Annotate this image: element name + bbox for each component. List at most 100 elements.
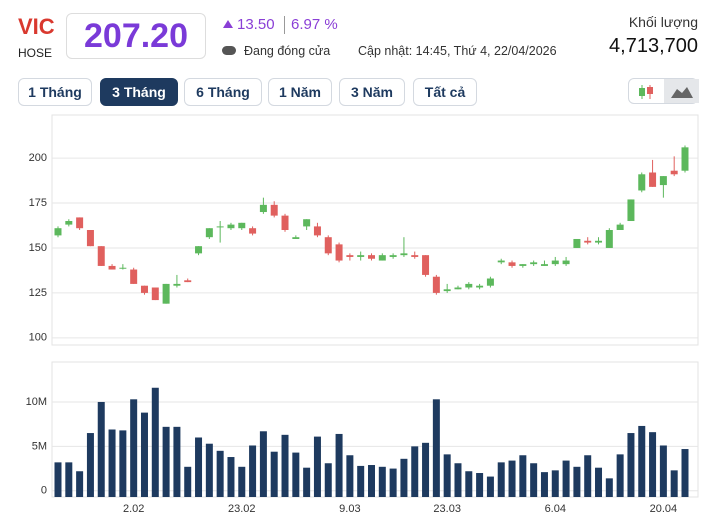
price: 207.20 — [66, 13, 206, 59]
candle-body — [454, 287, 462, 290]
volume-bar — [130, 399, 138, 497]
volume-bar — [238, 466, 246, 497]
volume-label: Khối lượng — [628, 14, 698, 30]
range-button[interactable]: 3 Tháng — [100, 78, 178, 106]
candle-body — [486, 278, 494, 286]
volume-bar — [530, 463, 538, 497]
volume-bar — [108, 429, 116, 497]
candle-body — [346, 255, 354, 257]
volume-bar — [173, 426, 181, 497]
volume-bar — [227, 457, 235, 497]
status: Đang đóng cửa — [244, 44, 331, 58]
symbol: VIC — [18, 14, 55, 39]
candle-body — [184, 280, 192, 283]
candle-body — [335, 244, 343, 261]
volume-bar — [432, 399, 440, 497]
separator — [284, 16, 285, 34]
candle-body — [238, 222, 246, 229]
volume-bar — [270, 451, 278, 497]
candle-body — [368, 255, 375, 259]
volume-bar — [497, 462, 505, 497]
volume-bar — [195, 437, 203, 497]
candle-body — [259, 204, 267, 213]
volume-bar — [292, 452, 300, 497]
candle-body — [443, 289, 451, 292]
chart-type-icons — [639, 79, 699, 103]
candle-body — [65, 221, 73, 225]
volume-bar — [562, 460, 570, 497]
candle-body — [400, 253, 408, 256]
candle-body — [562, 260, 570, 265]
y-tick-label: 125 — [29, 287, 47, 299]
candle-body — [605, 230, 613, 248]
x-tick-label: 2.02 — [123, 503, 144, 515]
volume-bar — [357, 465, 365, 497]
range-button[interactable]: 1 Tháng — [18, 78, 92, 106]
candle-body — [140, 285, 148, 293]
candle-body — [670, 170, 678, 175]
candle-body — [173, 283, 181, 286]
candle-body — [476, 285, 484, 288]
volume-bar — [389, 468, 397, 497]
volume-bar — [378, 466, 386, 497]
y-tick-label: 150 — [29, 242, 47, 254]
volume-bar — [86, 433, 94, 497]
volume-bar — [313, 436, 321, 497]
volume-bar — [249, 445, 257, 497]
volume: 4,713,700 — [609, 35, 698, 57]
x-tick-label: 9.03 — [339, 503, 360, 515]
volume-bar — [540, 472, 548, 497]
candle-body — [627, 199, 635, 222]
volume-bar — [605, 478, 613, 497]
volume-bar — [216, 450, 224, 497]
candle-body — [195, 246, 203, 254]
volume-bar — [76, 471, 84, 497]
candle-body — [508, 262, 516, 266]
volume-bar — [681, 449, 689, 497]
candle-body — [97, 246, 105, 266]
candle-body — [324, 237, 332, 254]
volume-bar — [119, 430, 127, 497]
chart-type-toggle[interactable] — [628, 78, 699, 104]
candle-body — [638, 174, 646, 191]
y-tick-label: 10M — [26, 396, 47, 408]
volume-bar — [638, 425, 646, 497]
candle-body — [584, 240, 592, 243]
volume-bar — [205, 443, 213, 497]
x-tick-label: 23.03 — [433, 503, 461, 515]
volume-bar — [54, 462, 62, 497]
candle-body — [227, 224, 235, 229]
volume-bar — [368, 465, 375, 497]
volume-bar — [140, 412, 148, 497]
candle-body — [130, 269, 138, 284]
candle-body — [216, 226, 224, 228]
range-button[interactable]: 1 Năm — [268, 78, 332, 106]
range-button[interactable]: Tất cả — [413, 78, 477, 106]
x-tick-label: 20.04 — [650, 503, 678, 515]
candle-body — [292, 237, 300, 239]
volume-bar — [659, 445, 667, 497]
candle-body — [281, 215, 289, 230]
candle-body — [659, 176, 667, 186]
volume-bar — [616, 454, 624, 497]
volume-bar — [151, 387, 159, 497]
exchange: HOSE — [18, 46, 53, 60]
candle-body — [119, 267, 127, 269]
volume-bar — [551, 470, 559, 497]
volume-bar — [443, 454, 451, 497]
volume-bar — [573, 466, 581, 497]
candle-body — [270, 204, 278, 216]
y-tick-label: 0 — [41, 485, 47, 497]
candle-body — [681, 147, 689, 171]
updated: Cập nhật: 14:45, Thứ 4, 22/04/2026 — [358, 44, 557, 58]
x-tick-label: 23.02 — [228, 503, 256, 515]
candle-body — [313, 226, 321, 236]
range-button[interactable]: 6 Tháng — [184, 78, 262, 106]
volume-bar — [465, 471, 473, 497]
volume-bar — [508, 460, 516, 497]
volume-bar — [422, 442, 430, 497]
range-button[interactable]: 3 Năm — [339, 78, 405, 106]
candle-body — [86, 230, 94, 247]
